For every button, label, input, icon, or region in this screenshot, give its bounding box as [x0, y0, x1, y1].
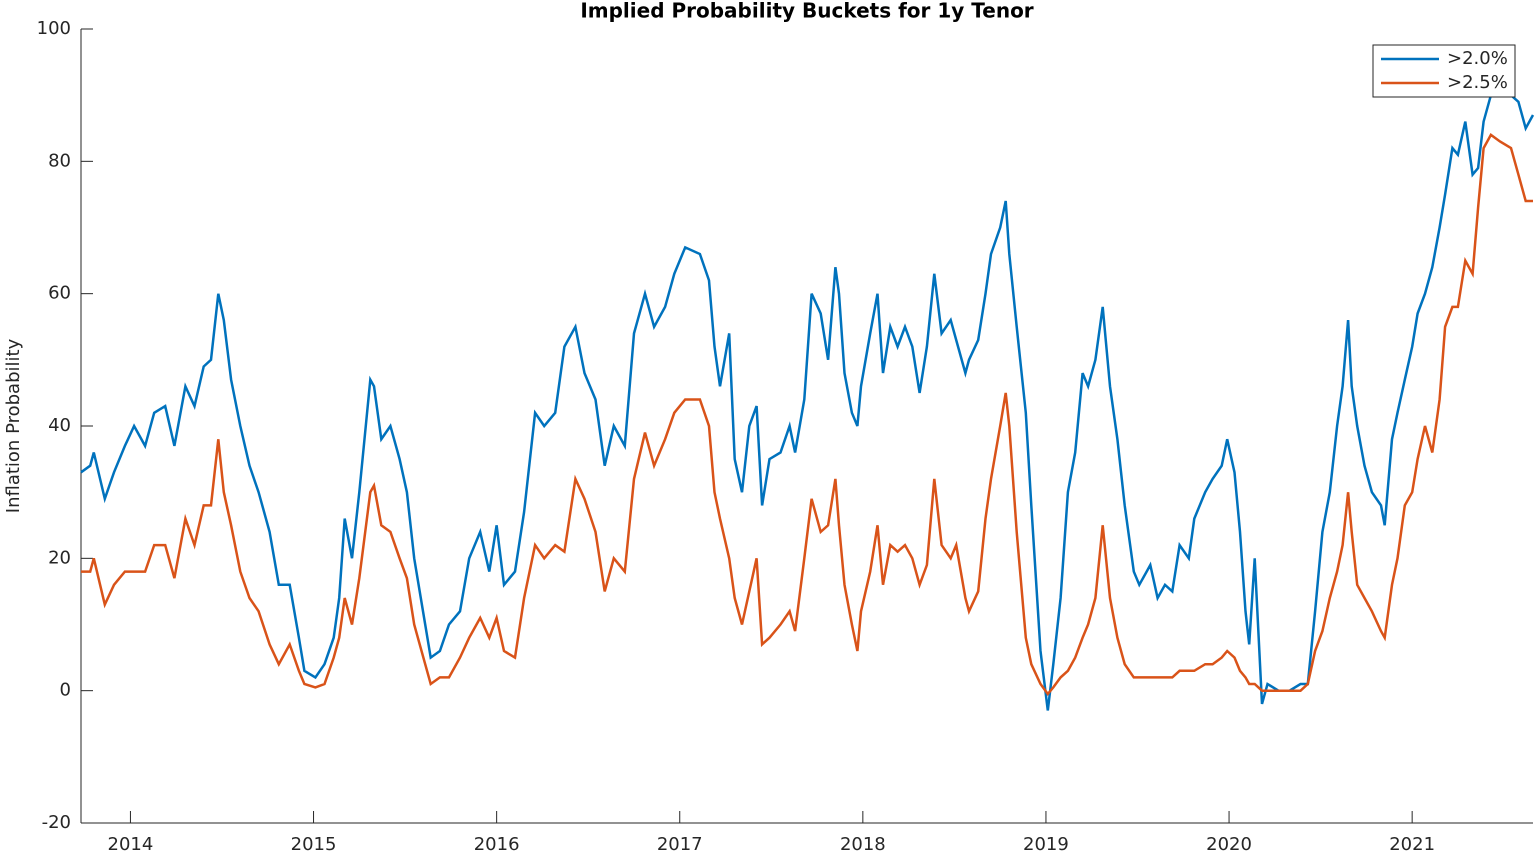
y-tick-label: 40: [48, 415, 71, 436]
y-tick-label: -20: [42, 812, 71, 833]
x-tick-label: 2019: [1023, 834, 1069, 855]
y-tick-label: 20: [48, 547, 71, 568]
chart-title: Implied Probability Buckets for 1y Tenor: [580, 0, 1033, 23]
legend-box: [1372, 44, 1516, 98]
y-tick-label: 0: [60, 680, 71, 701]
x-tick-label: 2017: [657, 834, 703, 855]
y-tick-label: 80: [48, 150, 71, 171]
y-tick-label: 60: [48, 283, 71, 304]
x-tick-label: 2021: [1389, 834, 1435, 855]
data-line: [80, 93, 1535, 711]
legend: >2.0% >2.5%: [1372, 44, 1516, 98]
x-tick-label: 2020: [1206, 834, 1252, 855]
x-tick-label: 2016: [474, 834, 520, 855]
y-tick-label: 100: [37, 18, 71, 39]
legend-label: >2.0%: [1447, 48, 1508, 69]
x-tick-label: 2015: [291, 834, 337, 855]
x-tick-label: 2018: [840, 834, 886, 855]
data-line: [81, 133, 1533, 697]
legend-label: >2.5%: [1447, 72, 1508, 93]
x-tick-label: 2014: [108, 834, 154, 855]
y-axis-label: Inflation Probability: [3, 338, 24, 513]
